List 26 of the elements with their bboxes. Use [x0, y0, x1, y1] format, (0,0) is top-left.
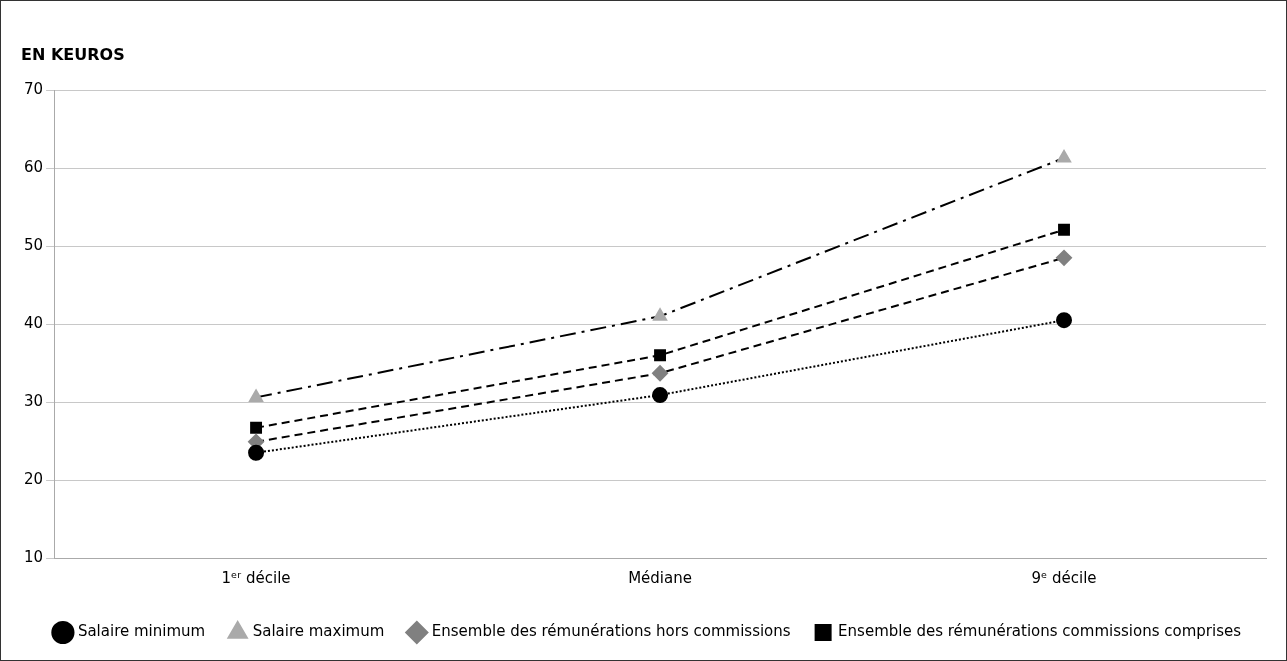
y-tick-label: 60	[23, 158, 44, 177]
point	[652, 308, 668, 321]
y-tick-label: 10	[23, 547, 44, 566]
legend-label: Ensemble des rémunérations commissions comprises	[838, 622, 1242, 641]
y-tick-label: 30	[23, 391, 44, 410]
legend-label: Salaire maximum	[252, 622, 385, 641]
y-tick-label: 20	[23, 469, 44, 488]
point	[654, 349, 666, 362]
y-tick-label: 50	[23, 236, 44, 255]
legend-label: Ensemble des rémunérations hors commissions	[431, 622, 791, 641]
point	[652, 365, 669, 382]
legend-label: Salaire minimum	[77, 622, 206, 641]
point	[652, 387, 669, 404]
point	[248, 444, 265, 461]
point	[1056, 150, 1072, 163]
y-tick-label: 40	[23, 313, 44, 332]
point	[1058, 223, 1070, 236]
x-tick-label: Médiane	[628, 568, 692, 587]
point	[1056, 249, 1073, 266]
chart-title: EN KEUROS	[21, 44, 125, 64]
point	[249, 389, 264, 402]
x-tick-label: 1ᵉʳ décile	[221, 568, 291, 587]
x-tick-label: 9ᵉ décile	[1031, 568, 1097, 587]
point	[1056, 312, 1073, 329]
y-tick-label: 70	[23, 80, 44, 99]
point	[250, 421, 263, 434]
